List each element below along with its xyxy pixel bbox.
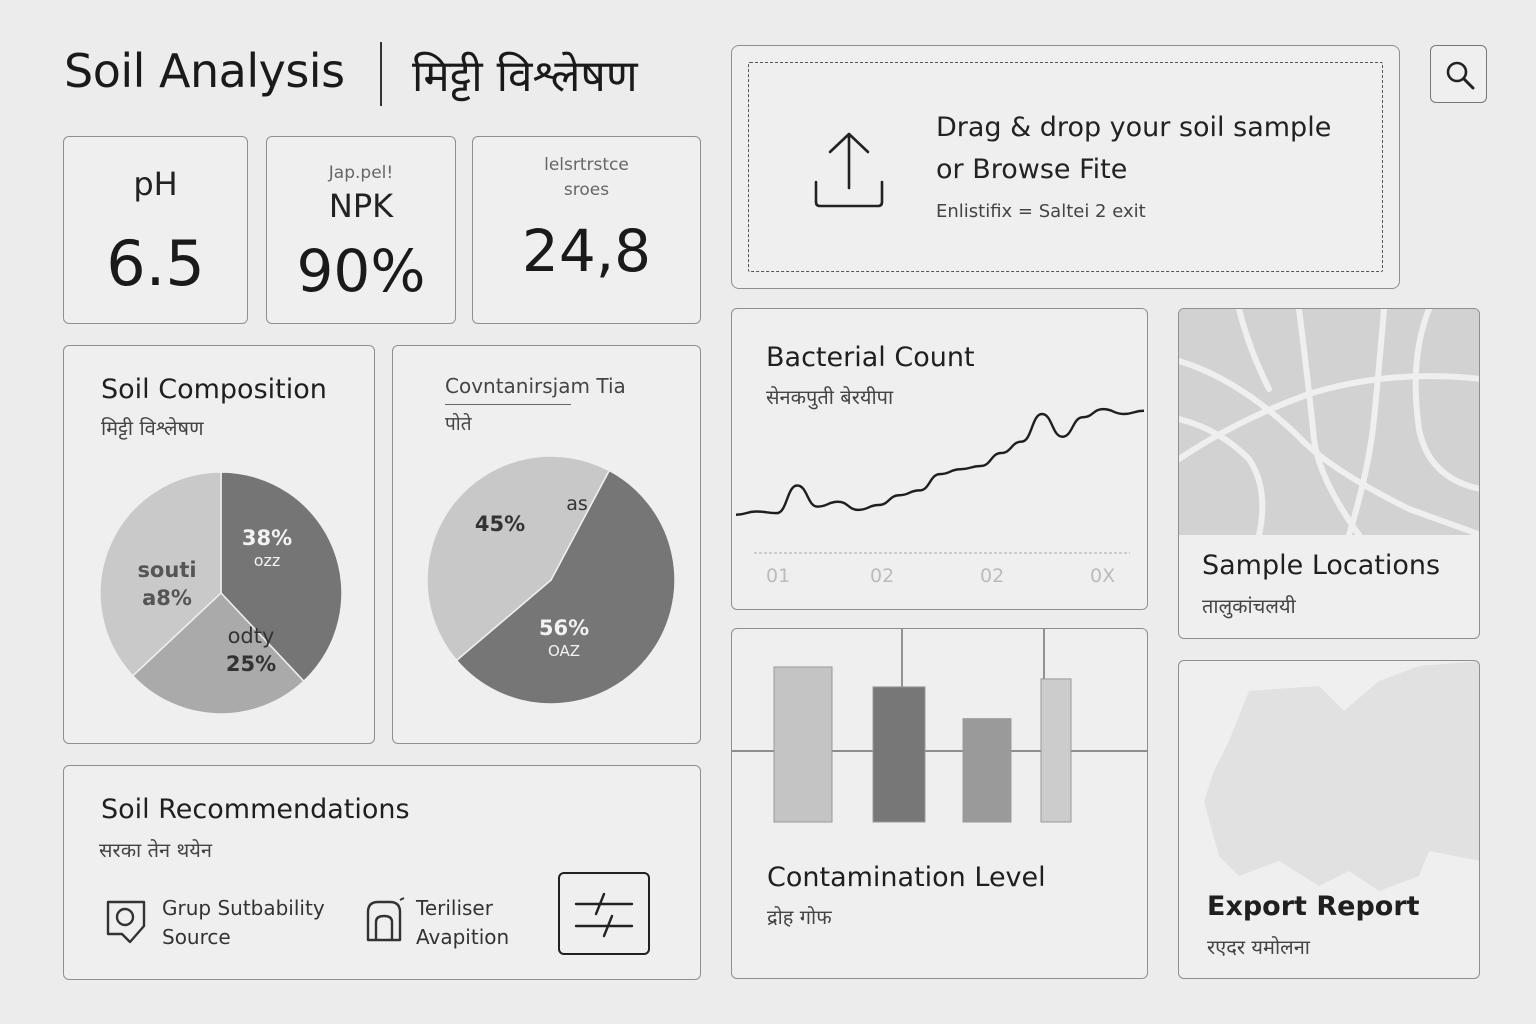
bacterial-count-title: Bacterial Count bbox=[766, 342, 975, 373]
upload-dropzone[interactable]: Drag & drop your soil sample or Browse F… bbox=[731, 45, 1400, 289]
recommendation-item-1[interactable]: Grup Sutbability Source bbox=[104, 892, 344, 954]
bag-icon bbox=[366, 897, 405, 942]
soil-slice-3-top: souti bbox=[137, 558, 197, 582]
upload-hint: Enlistifix = Saltei 2 exit bbox=[936, 201, 1146, 222]
contam-extra-label: as bbox=[566, 493, 588, 515]
npk-small-label: Jap.pel! bbox=[328, 163, 394, 183]
contamination-level-card[interactable]: Contamination Level द्रोह गोफ bbox=[731, 628, 1148, 979]
soil-composition-title: Soil Composition bbox=[101, 374, 327, 405]
npk-value: 90% bbox=[296, 237, 426, 305]
contamination-pie-title: Covntanirsjam Tia bbox=[445, 374, 626, 398]
contam-slice-1-top: 56% bbox=[538, 616, 590, 640]
soil-slice-3-bottom: a8% bbox=[142, 586, 192, 610]
soil-recommendations-title: Soil Recommendations bbox=[101, 794, 410, 825]
search-button[interactable] bbox=[1430, 45, 1487, 103]
contamination-level-title: Contamination Level bbox=[767, 862, 1046, 893]
recommendation-item-2[interactable]: Teriliser Avapition bbox=[364, 892, 564, 954]
recommendation-2-line2: Avapition bbox=[416, 925, 510, 949]
contamination-bar-3 bbox=[962, 718, 1012, 823]
contamination-pie bbox=[426, 455, 676, 705]
contamination-pie-card[interactable]: Covntanirsjam Tia पोते 56% OAZ 45% as bbox=[392, 345, 701, 744]
soil-recommendations-subtitle: सरका तेन थयेन bbox=[99, 838, 212, 862]
export-report-subtitle: रएदर यमोलना bbox=[1207, 935, 1310, 959]
stat3-small-label-1: lelsrtrstce bbox=[544, 155, 629, 175]
bacterial-count-card[interactable]: Bacterial Count सेनकपुती बेरयीपा bbox=[731, 308, 1148, 610]
x-tick-2: 02 bbox=[870, 565, 895, 587]
bacterial-count-subtitle: सेनकपुती बेरयीपा bbox=[766, 385, 894, 409]
sample-locations-subtitle: तालुकांचलयी bbox=[1202, 594, 1296, 618]
ph-label: pH bbox=[133, 165, 178, 203]
sample-locations-title: Sample Locations bbox=[1202, 550, 1441, 581]
recommendation-1-line1: Grup Sutbability bbox=[162, 896, 325, 920]
map-thumbnail[interactable] bbox=[1179, 309, 1480, 535]
soil-slice-1-bottom: ozz bbox=[253, 551, 281, 570]
npk-card[interactable]: Jap.pel! NPK 90% bbox=[266, 136, 456, 324]
contamination-bar-2 bbox=[872, 686, 926, 823]
export-map-shape bbox=[1204, 661, 1479, 891]
ph-value: 6.5 bbox=[106, 227, 205, 300]
app-title-hindi: मिट्टी विश्लेषण bbox=[412, 51, 638, 102]
x-tick-4: 0X bbox=[1090, 565, 1116, 587]
location-icon bbox=[106, 900, 146, 944]
bacterial-count-line-chart bbox=[735, 407, 1145, 554]
upload-instruction: Drag & drop your soil sample bbox=[936, 112, 1332, 143]
x-tick-1: 01 bbox=[766, 565, 791, 587]
x-tick-3: 02 bbox=[980, 565, 1005, 587]
filter-settings-button[interactable] bbox=[558, 872, 650, 955]
contamination-pie-subtitle: पोते bbox=[445, 413, 472, 435]
soil-pie-slice-3 bbox=[99, 471, 222, 677]
soil-composition-subtitle: मिट्टी विश्लेषण bbox=[101, 416, 204, 440]
contam-pie-slice-2 bbox=[426, 455, 611, 662]
soil-composition-card[interactable]: Soil Composition मिट्टी विश्लेषण 38% ozz… bbox=[63, 345, 375, 744]
recommendation-2-line1: Teriliser bbox=[416, 896, 493, 920]
contamination-level-subtitle: द्रोह गोफ bbox=[767, 905, 832, 929]
app-title: Soil Analysis bbox=[64, 44, 345, 98]
soil-pie-slice-2 bbox=[131, 591, 305, 715]
search-icon bbox=[1446, 61, 1475, 90]
contam-slice-label-2: 45% bbox=[463, 510, 537, 538]
title-divider bbox=[380, 42, 382, 106]
contam-pie-slice-1 bbox=[455, 469, 676, 705]
contamination-bar-1 bbox=[773, 666, 833, 823]
contam-slice-1-bottom: OAZ bbox=[547, 642, 581, 660]
contam-slice-label-1: 56% OAZ bbox=[529, 614, 599, 660]
soil-slice-label-3: souti a8% bbox=[132, 556, 202, 612]
recommendation-1-line2: Source bbox=[162, 925, 231, 949]
sliders-icon bbox=[574, 892, 634, 938]
browse-file-link[interactable]: or Browse Fite bbox=[936, 154, 1128, 185]
stat3-small-label-2: sroes bbox=[563, 180, 610, 200]
stat-card-3[interactable]: lelsrtrstce sroes 24,8 bbox=[472, 136, 701, 324]
soil-slice-2-bottom: 25% bbox=[225, 652, 277, 676]
stat3-value: 24,8 bbox=[521, 217, 652, 285]
upload-dashed-border bbox=[748, 62, 1383, 272]
upload-icon bbox=[814, 132, 884, 208]
export-report-card[interactable]: Export Report रएदर यमोलना bbox=[1178, 660, 1480, 979]
bacterial-count-series-line bbox=[735, 407, 1145, 516]
contamination-pie-title-underline bbox=[445, 404, 571, 405]
soil-slice-label-1: 38% ozz bbox=[232, 524, 302, 570]
soil-composition-pie bbox=[99, 471, 343, 715]
contamination-level-bar-chart bbox=[732, 629, 1147, 823]
soil-slice-1-top: 38% bbox=[241, 526, 293, 550]
soil-pie-slice-1 bbox=[220, 471, 343, 683]
export-report-title[interactable]: Export Report bbox=[1207, 891, 1420, 922]
soil-slice-label-2: odty 25% bbox=[216, 622, 286, 678]
soil-slice-2-top: odty bbox=[227, 624, 275, 648]
sample-locations-card[interactable]: Sample Locations तालुकांचलयी bbox=[1178, 308, 1480, 639]
npk-label: NPK bbox=[328, 187, 394, 225]
ph-card[interactable]: pH 6.5 bbox=[63, 136, 248, 324]
contam-slice-2-top: 45% bbox=[474, 512, 526, 536]
soil-recommendations-card[interactable]: Soil Recommendations सरका तेन थयेन Grup … bbox=[63, 765, 701, 980]
contamination-bar-4 bbox=[1040, 678, 1072, 823]
